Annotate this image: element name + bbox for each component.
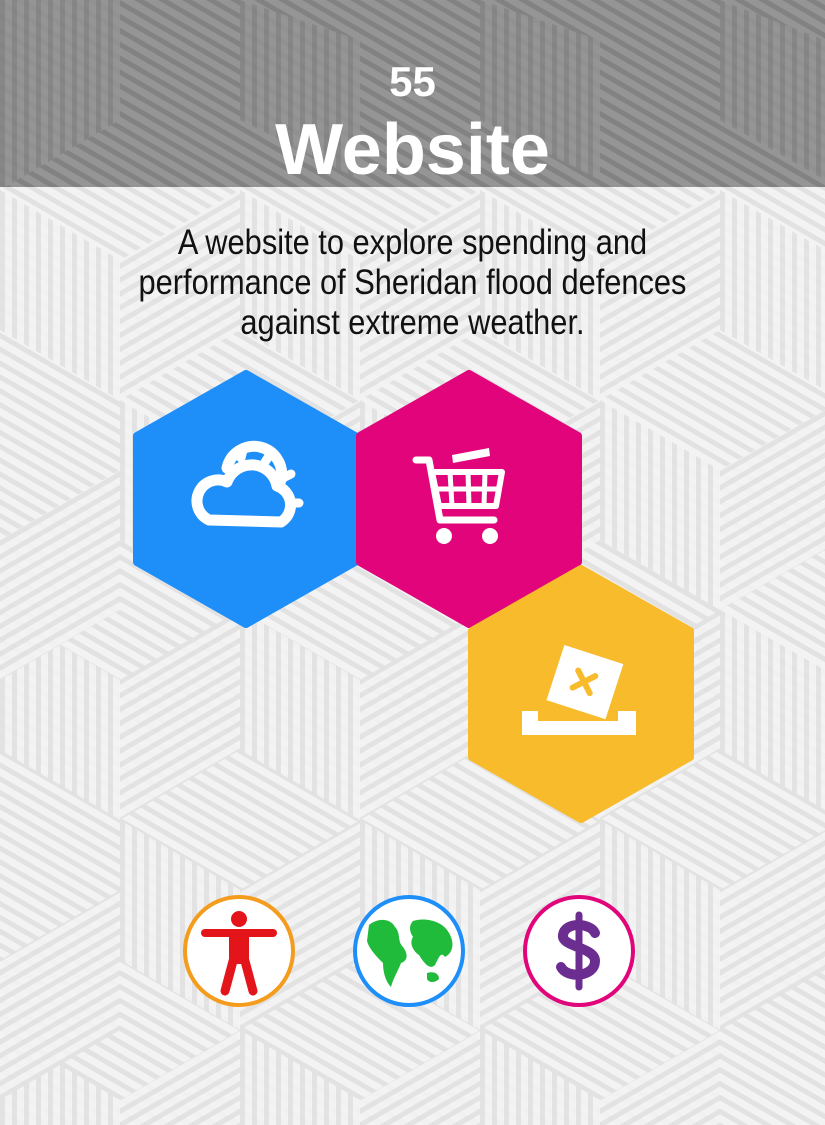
header-pattern (0, 0, 825, 187)
shopping-hexagon (356, 370, 582, 628)
money-badge (523, 895, 635, 1007)
voting-hexagon (468, 565, 694, 823)
card-number: 55 (389, 58, 436, 105)
globe-icon (367, 919, 453, 987)
person-icon (201, 911, 277, 996)
card-description: A website to explore spending and perfor… (138, 223, 687, 342)
people-badge (183, 895, 295, 1007)
planet-badge (353, 895, 465, 1007)
dollar-icon (556, 911, 601, 991)
ballot-box-icon (522, 644, 636, 735)
shopping-cart-icon (412, 448, 505, 544)
weather-hexagon (133, 370, 359, 628)
card-header: 55 Website (0, 0, 825, 187)
sun-cloud-icon (191, 440, 304, 528)
card-title: Website (275, 110, 550, 187)
